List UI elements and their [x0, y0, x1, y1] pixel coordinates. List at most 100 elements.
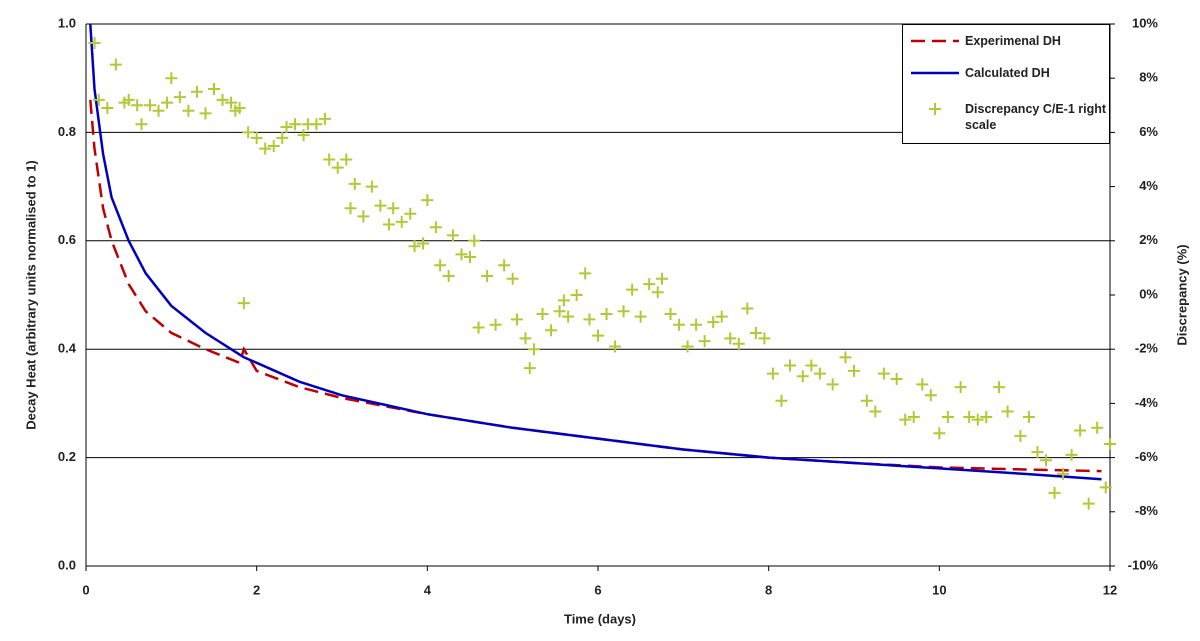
scatter-point — [583, 313, 596, 326]
scatter-point — [442, 270, 455, 283]
scatter-point — [592, 329, 604, 342]
scatter-point — [297, 129, 310, 142]
y2-tick-label: -2% — [1135, 341, 1159, 356]
scatter-point — [617, 305, 630, 318]
scatter-point — [907, 410, 920, 423]
scatter-point — [344, 202, 357, 215]
legend-swatch — [911, 71, 959, 75]
x-axis-label: Time (days) — [564, 611, 636, 626]
scatter-point — [664, 307, 677, 320]
scatter-point — [600, 307, 613, 320]
scatter-point — [993, 381, 1006, 394]
scatter-point — [651, 286, 664, 299]
scatter-point — [464, 251, 476, 264]
scatter-point — [924, 389, 937, 402]
scatter-point — [310, 118, 323, 131]
scatter-point — [165, 72, 178, 85]
scatter-point — [237, 297, 250, 310]
scatter-point — [732, 337, 745, 350]
line — [89, 99, 1102, 473]
scatter-point — [131, 99, 144, 112]
y-axis-label: Decay Heat (arbitrary units normalised t… — [23, 160, 38, 429]
scatter-point — [890, 373, 903, 386]
x-tick-label: 6 — [594, 582, 601, 597]
scatter-point — [276, 131, 289, 144]
x-tick-label: 4 — [424, 582, 432, 597]
scatter-point — [173, 91, 186, 104]
scatter-point — [1001, 405, 1014, 418]
scatter-point — [609, 340, 622, 353]
scatter-point — [545, 324, 558, 337]
scatter-point — [357, 210, 370, 223]
scatter-point — [434, 259, 447, 272]
x-tick-label: 12 — [1103, 582, 1117, 597]
scatter-point — [899, 413, 912, 426]
scatter-point — [421, 194, 434, 207]
y2-tick-label: 8% — [1139, 70, 1158, 85]
scatter-point — [408, 240, 421, 253]
scatter-point — [1091, 421, 1104, 434]
scatter-point — [758, 332, 771, 345]
scatter-point — [88, 36, 101, 49]
scatter-point — [1048, 486, 1061, 499]
x-tick-label: 8 — [765, 582, 772, 597]
y2-tick-label: 0% — [1139, 286, 1158, 301]
scatter-point — [570, 289, 583, 301]
scatter-point — [510, 313, 523, 326]
legend-marker — [929, 103, 941, 115]
scatter-point — [1065, 448, 1078, 461]
scatter-point — [135, 118, 148, 131]
scatter-point — [498, 259, 511, 272]
scatter-point — [933, 427, 946, 440]
scatter-point — [489, 318, 502, 331]
scatter-point — [690, 318, 703, 331]
scatter-point — [446, 229, 459, 242]
scatter-point — [1057, 467, 1070, 480]
scatter-point — [681, 340, 694, 353]
scatter-point — [1022, 410, 1035, 423]
scatter-point — [289, 118, 302, 131]
y2-tick-label: 4% — [1139, 178, 1158, 193]
scatter-point — [553, 305, 566, 318]
scatter-point — [152, 104, 165, 117]
scatter-point — [208, 83, 220, 96]
y-tick-label: 0.6 — [58, 232, 76, 247]
x-tick-label: 10 — [932, 582, 946, 597]
scatter-point — [698, 335, 711, 348]
scatter-point — [318, 112, 331, 125]
scatter-point — [626, 283, 639, 296]
scatter-point — [506, 272, 519, 285]
scatter-point — [323, 153, 336, 166]
scatter-point — [259, 142, 272, 155]
scatter-point — [225, 96, 238, 109]
scatter-point — [387, 202, 400, 215]
scatter-point — [775, 394, 788, 407]
y-tick-label: 0.8 — [58, 124, 76, 139]
legend-label: Calculated DH — [965, 66, 1050, 80]
scatter-point — [216, 93, 229, 106]
scatter-point — [190, 85, 203, 98]
scatter-point — [826, 378, 839, 391]
scatter-point — [839, 351, 852, 364]
scatter-point — [481, 270, 494, 283]
scatter-point — [1074, 424, 1087, 437]
y-tick-label: 0.2 — [58, 449, 76, 464]
scatter-point — [395, 215, 408, 228]
scatter-point — [707, 316, 720, 329]
y2-tick-label: 2% — [1139, 232, 1158, 247]
scatter-point — [749, 326, 762, 339]
x-tick-label: 2 — [253, 582, 260, 597]
legend-swatch — [911, 39, 959, 43]
y-tick-label: 0.0 — [58, 557, 76, 572]
scatter-point — [941, 410, 954, 423]
scatter-point — [280, 120, 293, 133]
scatter-point — [656, 272, 668, 285]
scatter-point — [523, 362, 536, 375]
scatter-point — [340, 153, 353, 166]
scatter-point — [796, 370, 809, 383]
scatter-point — [724, 332, 737, 345]
scatter-point — [1104, 438, 1116, 451]
scatter-point — [916, 378, 929, 391]
scatter-point — [1082, 497, 1095, 510]
